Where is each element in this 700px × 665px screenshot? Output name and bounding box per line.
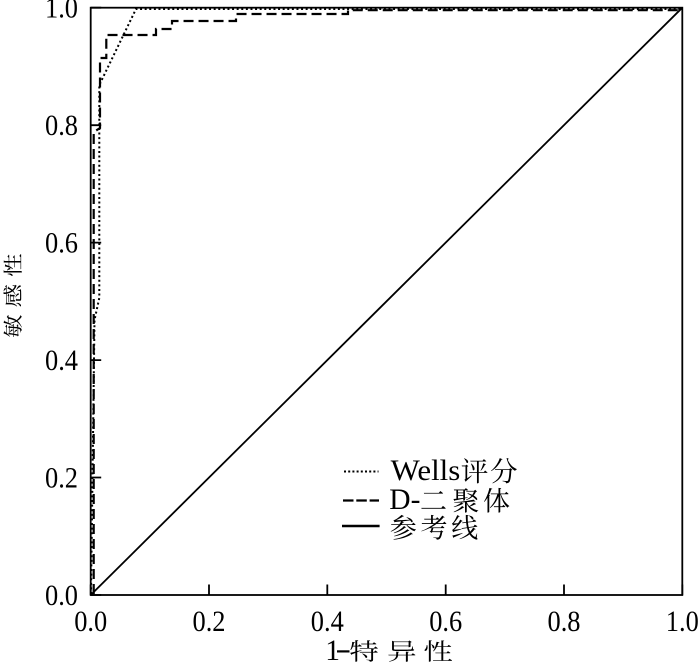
svg-text:D-: D- [389, 484, 420, 516]
svg-text:0.6: 0.6 [429, 606, 462, 638]
svg-text:0.2: 0.2 [193, 606, 226, 638]
svg-text:0.0: 0.0 [45, 580, 78, 612]
svg-text:0.8: 0.8 [45, 110, 78, 142]
svg-text:Wells: Wells [391, 455, 461, 487]
svg-text:0.4: 0.4 [45, 345, 78, 377]
svg-text:0.8: 0.8 [548, 606, 581, 638]
svg-text:0.4: 0.4 [311, 606, 344, 638]
svg-text:0.2: 0.2 [45, 462, 78, 494]
svg-text:1.0: 1.0 [45, 0, 78, 25]
svg-text:0.0: 0.0 [74, 606, 107, 638]
svg-text:1: 1 [325, 635, 340, 665]
svg-text:0.6: 0.6 [45, 227, 78, 259]
svg-text:1.0: 1.0 [666, 606, 699, 638]
